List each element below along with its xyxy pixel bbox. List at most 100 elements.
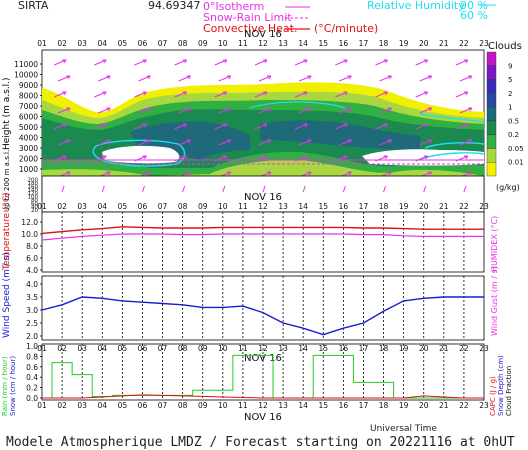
wind-arrow	[53, 155, 67, 162]
wind-arrow-shaft	[419, 107, 432, 114]
capc-line	[42, 394, 484, 399]
wind-arrow	[57, 75, 71, 82]
hour-tick-label: 12	[258, 39, 268, 48]
wind-arrow-shaft	[178, 75, 191, 82]
low-wind-arrow	[101, 185, 105, 193]
y-tick-label: 2.5	[26, 319, 38, 328]
low-wind-arrow	[262, 185, 266, 193]
wind-arrow-head	[263, 59, 268, 64]
cloud-y-tick: 1000	[19, 165, 38, 174]
wind-arrow	[335, 155, 348, 162]
hour-tick-label: 12	[258, 344, 268, 353]
wind-arrow-head	[267, 107, 272, 112]
wind-arrow	[455, 155, 469, 162]
precip-panel: 01 02 03 04 05 06 07 08 09 10 11 12 13 14 15 16 17 18 19 20…	[1, 342, 513, 423]
hour-tick-label: 09	[198, 344, 208, 353]
wind-arrow-shaft	[134, 91, 147, 98]
wind-arrow-shaft	[455, 91, 469, 98]
wind-arrow-head	[186, 171, 192, 176]
hour-tick-label: 02	[57, 39, 67, 48]
wind-arrow-head	[347, 139, 352, 144]
hour-tick-label: 15	[318, 39, 328, 48]
wind-arrow-shaft	[174, 123, 187, 130]
wind-arrow-head	[423, 123, 429, 128]
cloud-y-tick: 6000	[19, 113, 38, 122]
wind-arrow-head	[222, 91, 228, 96]
wind-arrow	[134, 91, 147, 98]
wind-arrow	[258, 139, 272, 146]
temperature-hour-labels: 01 02 03 04 05 06 07 08 09 10 11 12 13 14 15 16 17 18 19 20…	[37, 202, 489, 211]
cloud-y-tick: 7000	[19, 102, 38, 111]
hour-tick-label: 12	[258, 401, 268, 410]
hour-tick-label: 01	[37, 401, 47, 410]
hour-tick-label: 05	[118, 344, 128, 353]
colorbar-cell	[486, 134, 497, 149]
wind-speed-line	[41, 296, 484, 336]
wind-arrow	[335, 123, 348, 130]
colorbar-title: Clouds	[488, 41, 522, 52]
wind-arrow-shaft	[138, 75, 151, 82]
wind-arrow-shaft	[178, 107, 191, 114]
wind-arrow	[178, 75, 192, 82]
wind-arrow-shaft	[258, 139, 272, 146]
cloud-y-tick: 10000	[14, 71, 38, 80]
wind-arrow	[57, 139, 71, 146]
cloud-y-tick: 5000	[19, 123, 38, 132]
wind-arrow-shaft	[335, 91, 348, 98]
wind-arrow	[53, 59, 67, 66]
hour-tick-label: 22	[459, 39, 469, 48]
colorbar-cell	[486, 120, 497, 135]
wind-arrow	[134, 59, 147, 66]
low-level-y-tick: 160	[28, 184, 39, 190]
low-level-y-tick: 60	[31, 201, 38, 207]
hour-tick-label: 06	[138, 39, 148, 48]
humidex-line	[41, 233, 484, 241]
wind-arrow	[138, 139, 151, 146]
wind-arrow-head	[142, 59, 147, 64]
wind-arrow	[218, 107, 232, 114]
hour-tick-label: 04	[97, 401, 107, 410]
hour-tick-label: 22	[459, 202, 469, 211]
low-wind-arrow	[463, 185, 467, 193]
hour-tick-label: 15	[318, 401, 328, 410]
wind-arrow	[94, 91, 107, 98]
wind-arrow-shaft	[339, 139, 352, 146]
wind-arrow	[294, 123, 308, 130]
wind-arrow	[339, 139, 352, 146]
wind-arrow	[419, 107, 433, 114]
wind-arrow-head	[226, 139, 232, 144]
wind-arrow-head	[347, 171, 352, 176]
hour-tick-label: 15	[318, 202, 328, 211]
y-tick-label: 0.6	[26, 363, 38, 372]
wind-arrow-head	[467, 75, 473, 80]
wind-arrow-head	[146, 75, 151, 80]
wind-arrow-head	[146, 171, 151, 176]
wind-arrow-shaft	[294, 91, 308, 98]
hour-tick-label: 23	[479, 344, 489, 353]
wind-arrow-shaft	[455, 123, 469, 130]
legend: SIRTA 94.69347 0°Isotherm Snow-Rain Limi…	[18, 0, 496, 35]
wind-arrow	[258, 107, 272, 114]
wind-arrow	[375, 123, 388, 130]
hour-tick-label: 01	[37, 39, 47, 48]
hour-tick-label: 22	[459, 344, 469, 353]
colorbar-label: 1	[508, 104, 512, 112]
wind-arrow-shaft	[335, 123, 348, 130]
snow-y-label: Snow (cm / hour)	[9, 356, 17, 416]
low-level-y-tick: 80	[31, 198, 38, 204]
hour-tick-label: 20	[419, 39, 429, 48]
wind-arrow-shaft	[294, 123, 308, 130]
hour-tick-label: 21	[439, 401, 449, 410]
wind-arrow-head	[66, 171, 71, 176]
wind-arrow	[174, 155, 188, 162]
wind-arrow	[294, 91, 308, 98]
wind-arrow-head	[343, 91, 348, 96]
wind-arrow-head	[307, 139, 312, 144]
legend-rh-title: Relative Humidity	[367, 0, 465, 12]
colorbar-label: 0.2	[508, 131, 519, 139]
y-tick-label: 1.0	[26, 342, 38, 351]
legend-snow-rain: Snow-Rain Limit	[203, 11, 292, 24]
wind-arrow-shaft	[254, 91, 268, 98]
hour-tick-label: 09	[198, 401, 208, 410]
temperature-hour-lines	[61, 212, 465, 272]
